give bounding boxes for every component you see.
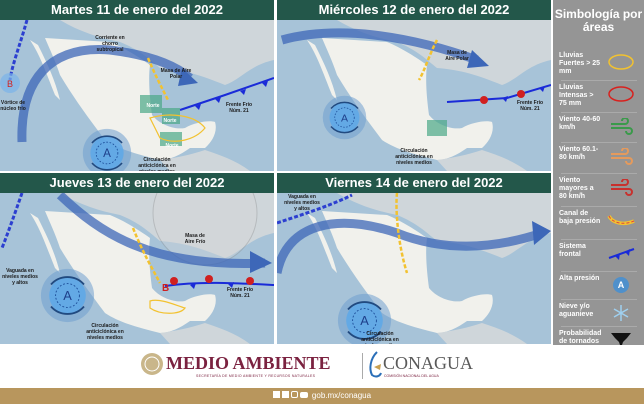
arrow-head	[178, 68, 198, 86]
wind-orange-icon	[611, 148, 633, 165]
svg-text:B: B	[162, 283, 169, 294]
legend-item: Sistema frontal	[559, 243, 639, 260]
instagram-icon[interactable]	[290, 391, 298, 398]
weather-map	[277, 193, 551, 344]
cold-front	[179, 77, 274, 111]
weather-map: B	[0, 20, 274, 171]
yellow-ellipse-icon	[608, 54, 634, 70]
svg-text:A: A	[618, 280, 625, 290]
weather-map	[280, 20, 551, 171]
legend-item: Viento mayores a 80 km/h	[559, 177, 639, 201]
legend-label: Canal de baja presión	[559, 210, 601, 225]
legend-item: Probabilidad de tornados	[559, 330, 639, 348]
legend-label: Lluvias Fuertes > 25 mm	[559, 52, 601, 75]
twitter-icon[interactable]	[281, 391, 289, 398]
norte-arrow	[140, 95, 162, 113]
panel-title: Jueves 13 de enero del 2022	[0, 173, 274, 193]
map-panel-thursday: Jueves 13 de enero del 2022 B Masa de Ai…	[0, 173, 274, 344]
cold-front-icon	[608, 248, 635, 260]
legend-title: Simbología por áreas	[554, 7, 643, 34]
tornado-icon	[611, 333, 631, 348]
jet-stream-arrow	[277, 218, 544, 275]
medio-ambiente-logo: MEDIO AMBIENTE	[166, 353, 331, 373]
conagua-logo-icon	[369, 351, 382, 378]
wind-red-icon	[611, 179, 633, 196]
conagua-logo: CONAGUA	[383, 353, 473, 373]
low-pressure-trough	[146, 57, 170, 101]
legend-item: Nieve y/o aguanieve	[559, 303, 639, 321]
legend-item: Canal de baja presión	[559, 210, 639, 226]
legend-item: Lluvias Intensas > 75 mm	[559, 84, 639, 108]
cold-front	[164, 281, 274, 287]
legend-label: Lluvias Intensas > 75 mm	[559, 84, 594, 107]
legend-label: Nieve y/o aguanieve	[559, 303, 594, 318]
website-link[interactable]: gob.mx/conagua	[311, 391, 372, 400]
legend: Simbología por áreas Lluvias Fuertes > 2…	[553, 0, 644, 348]
weather-map: B	[0, 193, 274, 344]
heavy-rain-area	[149, 114, 206, 142]
jet-stream-arrow	[280, 28, 479, 65]
svg-text:B: B	[7, 79, 13, 89]
map-panel-wednesday: Miércoles 12 de enero del 2022 Masa de A…	[277, 0, 551, 171]
snowflake-icon	[613, 305, 629, 321]
legend-label: Sistema frontal	[559, 243, 586, 258]
legend-item: Viento 40-60 km/h	[559, 116, 639, 135]
map-panel-friday: Viernes 14 de enero del 2022 Vaguada en …	[277, 173, 551, 344]
jet-stream-arrow	[17, 45, 193, 143]
legend-label: Alta presión	[559, 275, 600, 282]
legend-item: Lluvias Fuertes > 25 mm	[559, 52, 639, 76]
high-pressure-icon: A	[613, 277, 629, 293]
red-ellipse-icon	[608, 86, 634, 102]
panel-title: Viernes 14 de enero del 2022	[277, 173, 551, 193]
legend-label: Viento 40-60 km/h	[559, 116, 601, 131]
social-bar: gob.mx/conagua	[0, 388, 644, 404]
footer: MEDIO AMBIENTE SECRETARÍA DE MEDIO AMBIE…	[0, 345, 644, 388]
trough-line	[8, 20, 29, 81]
panel-title: Martes 11 de enero del 2022	[0, 0, 274, 20]
map-panel-tuesday: Martes 11 de enero del 2022 B Corriente …	[0, 0, 274, 171]
legend-item: Viento 60.1-80 km/h	[559, 146, 639, 165]
youtube-icon[interactable]	[299, 392, 308, 398]
trough-dashed-icon	[607, 215, 635, 226]
panel-title: Miércoles 12 de enero del 2022	[277, 0, 551, 20]
facebook-icon[interactable]	[272, 391, 280, 398]
legend-label: Probabilidad de tornados	[559, 330, 602, 345]
jet-stream-arrow	[56, 193, 266, 268]
trough-line	[0, 193, 24, 249]
mexico-seal-icon	[141, 353, 163, 375]
legend-item: Alta presión A	[559, 275, 639, 293]
legend-label: Viento mayores a 80 km/h	[559, 177, 594, 200]
trough-line	[277, 193, 353, 225]
legend-label: Viento 60.1-80 km/h	[559, 146, 599, 161]
wind-green-icon	[611, 118, 633, 135]
